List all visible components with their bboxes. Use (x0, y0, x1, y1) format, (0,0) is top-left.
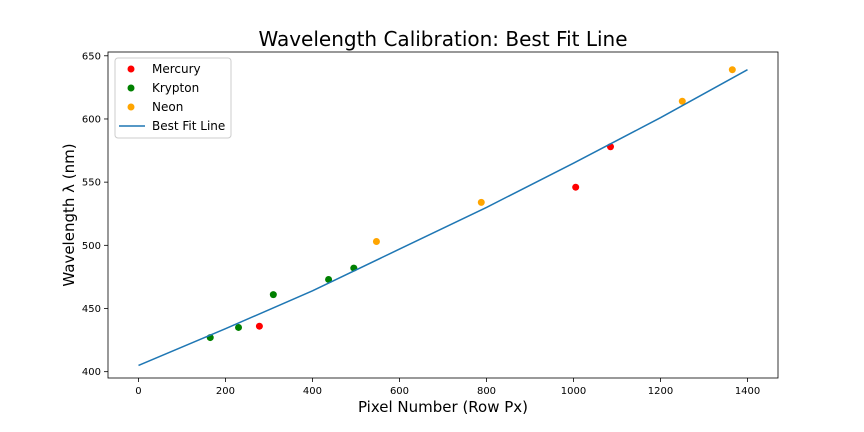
neon-point (372, 238, 380, 246)
x-tick-label: 200 (216, 386, 235, 397)
x-tick-label: 1000 (561, 386, 586, 397)
x-axis: 0 200 400 600 800 1000 1200 1400 (135, 378, 760, 397)
y-tick-label: 600 (82, 114, 101, 125)
y-tick-label: 450 (82, 304, 101, 315)
y-axis-label: Wavelength λ (nm) (60, 143, 78, 286)
mercury-point (255, 322, 263, 330)
chart-title: Wavelength Calibration: Best Fit Line (258, 27, 627, 51)
best-fit-line-line (138, 69, 748, 367)
x-tick-label: 1400 (735, 386, 760, 397)
x-axis-label: Pixel Number (Row Px) (358, 398, 528, 416)
y-tick-label: 650 (82, 51, 101, 62)
y-tick-label: 400 (82, 367, 101, 378)
legend-krypton-label: Krypton (152, 81, 199, 95)
mercury-point (572, 183, 580, 191)
y-axis: 400 450 500 550 600 650 (82, 51, 108, 378)
neon-point (728, 66, 736, 74)
legend-mercury-label: Mercury (152, 62, 201, 76)
y-tick-label: 500 (82, 241, 101, 252)
neon-point (477, 198, 485, 206)
legend-mercury-swatch (127, 65, 135, 73)
legend-best-fit-line-label: Best Fit Line (152, 119, 225, 133)
plot-area: 0 200 400 600 800 1000 1200 1400 400 450 500 550 60… (82, 51, 779, 397)
x-tick-label: 600 (390, 386, 409, 397)
plot-frame (107, 51, 779, 379)
x-tick-label: 1200 (648, 386, 673, 397)
legend: Mercury Krypton Neon Best Fit Line (114, 57, 232, 139)
krypton-point (325, 275, 333, 283)
neon-point (678, 97, 686, 105)
legend-box (114, 57, 232, 139)
series-layer (138, 66, 748, 367)
krypton-point (269, 291, 277, 299)
legend-krypton-swatch (127, 84, 135, 92)
krypton-point (235, 323, 243, 331)
legend-neon-label: Neon (152, 100, 183, 114)
legend-neon-swatch (127, 103, 135, 111)
x-tick-label: 800 (477, 386, 496, 397)
x-tick-label: 0 (135, 386, 141, 397)
x-tick-label: 400 (303, 386, 322, 397)
y-tick-label: 550 (82, 178, 101, 189)
